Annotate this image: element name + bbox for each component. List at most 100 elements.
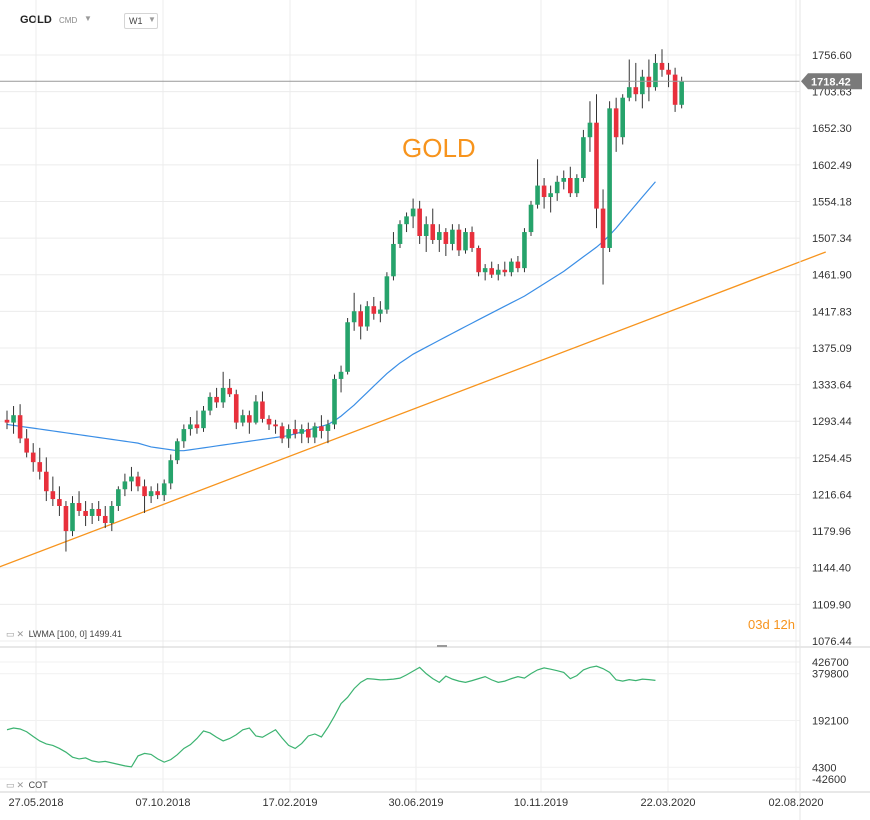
candle-body [561, 178, 567, 182]
indicator-remove-icon[interactable]: ✕ [16, 629, 25, 639]
candle-body [70, 503, 75, 532]
candle-body [24, 438, 29, 453]
price-tick-label: 1507.34 [812, 233, 852, 245]
candle-body [423, 224, 429, 237]
price-tick-label: 1333.64 [812, 380, 852, 392]
candle-body [443, 232, 449, 244]
candle-body [116, 489, 121, 506]
cot-tick-label: 192100 [812, 715, 849, 727]
candle-body [358, 311, 363, 327]
candle-body [63, 505, 69, 532]
support-trendline [0, 251, 826, 568]
candle [338, 365, 344, 393]
countdown-days: 03 [748, 617, 763, 632]
candle [233, 389, 239, 430]
candle [50, 476, 56, 506]
price-axis[interactable]: 1756.60 1703.63 1652.30 1602.49 1554.18 1507.… [801, 50, 862, 648]
candle [116, 486, 121, 511]
candle-body [417, 208, 422, 237]
candle [63, 501, 69, 552]
price-tick-label: 1554.18 [812, 197, 852, 209]
candle-body [220, 387, 226, 403]
candle-body [633, 87, 639, 95]
candle [535, 159, 540, 209]
candle-body [155, 491, 160, 496]
candle [607, 101, 612, 252]
candle [522, 228, 527, 273]
cot-label: COT [28, 780, 48, 790]
candle-body [207, 396, 213, 411]
candle [430, 208, 436, 244]
candle [672, 67, 678, 112]
candle [129, 466, 134, 492]
cot-tick-label: 426700 [812, 657, 849, 669]
symbol-type: CMD [59, 16, 78, 25]
candle [679, 76, 684, 109]
chart-grid [0, 0, 800, 792]
candle [482, 264, 488, 281]
candle-body [253, 401, 259, 423]
candle-body [4, 419, 10, 423]
candle-body [17, 415, 23, 439]
lwma-legend[interactable]: ▭ ✕ LWMA [100, 0] 1499.41 [6, 629, 122, 640]
candle [509, 258, 514, 277]
cot-line [6, 665, 656, 768]
candle [450, 224, 455, 251]
time-tick-label: 17.02.2019 [262, 797, 317, 809]
candle [633, 62, 639, 102]
candle-body [391, 243, 396, 277]
countdown-d-unit: d [762, 617, 770, 632]
candle-body [273, 424, 278, 427]
candle-body [587, 122, 593, 138]
candle-body [568, 178, 573, 194]
indicator-settings-icon[interactable]: ▭ [6, 629, 15, 639]
time-tick-label: 27.05.2018 [8, 797, 63, 809]
candle-body [129, 476, 134, 482]
candle-body [240, 415, 246, 423]
candle [142, 479, 147, 513]
current-price-tag: 1718.42 [801, 73, 862, 90]
candle-body [102, 515, 108, 524]
timeframe-select[interactable]: W1 [124, 13, 158, 29]
indicator-remove-icon[interactable]: ✕ [16, 780, 25, 790]
candle-body [535, 185, 540, 205]
candle [227, 378, 232, 397]
cot-tick-label: 379800 [812, 669, 849, 681]
candle [292, 419, 298, 439]
time-axis[interactable]: 27.05.2018 07.10.2018 17.02.2019 30.06.2019… [8, 797, 823, 809]
candle [554, 175, 560, 201]
candle-body [109, 505, 115, 524]
timeframe-chevron-down-icon[interactable]: ▼ [148, 15, 156, 24]
candle [4, 410, 10, 430]
candle-body [175, 441, 180, 461]
time-tick-label: 07.10.2018 [135, 797, 190, 809]
candle-body [581, 137, 586, 179]
candle [214, 387, 219, 408]
candle [613, 97, 619, 152]
candle-body [227, 387, 232, 395]
candle [528, 200, 534, 237]
candle [358, 304, 363, 340]
cot-legend[interactable]: ▭ ✕ COT [6, 780, 48, 791]
candle [587, 101, 593, 152]
indicator-settings-icon[interactable]: ▭ [6, 780, 15, 790]
lwma-params: [100, 0] [56, 629, 87, 639]
candle [24, 429, 29, 458]
candle [423, 216, 429, 252]
candle-body [247, 415, 252, 423]
candle [384, 272, 390, 314]
candle-body [482, 268, 488, 273]
candle-body [522, 232, 527, 269]
candle-body [502, 269, 508, 273]
symbol-chevron-down-icon[interactable]: ▼ [84, 14, 92, 23]
candle [410, 198, 416, 229]
candle-countdown: 03d 12h [748, 617, 795, 632]
candle-body [397, 224, 403, 244]
candle-body [148, 491, 154, 497]
price-tick-label: 1652.30 [812, 123, 852, 135]
candles [4, 49, 684, 552]
candle [548, 185, 553, 213]
